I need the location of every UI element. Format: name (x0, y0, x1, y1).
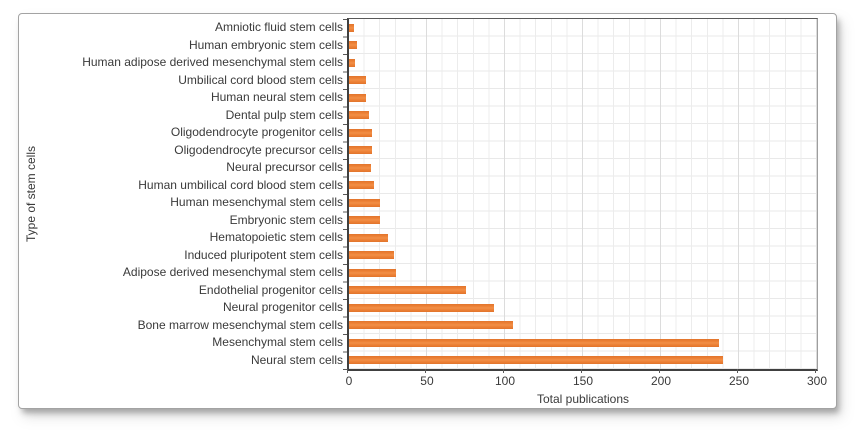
chart-card: Type of stem cells Amniotic fluid stem c… (18, 13, 837, 409)
bar (349, 303, 495, 312)
bar-row (349, 107, 817, 125)
category-label: Endothelial progenitor cells (198, 282, 343, 297)
bar-row (349, 37, 817, 55)
category-label: Neural progenitor cells (222, 300, 343, 314)
category-label: Dental pulp stem cells (225, 107, 343, 122)
bar-row (349, 142, 817, 160)
bar-row (349, 352, 817, 370)
x-tick-label: 50 (420, 374, 434, 388)
y-axis-title: Type of stem cells (24, 145, 38, 243)
category-label: Human umbilical cord blood stem cells (138, 177, 343, 192)
category-label: Human neural stem cells (210, 90, 343, 104)
bar (349, 111, 370, 120)
bar-row (349, 212, 817, 230)
category-label: Human mesenchymal stem cells (170, 195, 343, 209)
x-axis-tick-labels: 0 50 100 150 200 250 300 (345, 374, 827, 388)
bar-row (349, 317, 817, 335)
bar (349, 251, 395, 260)
x-tick-label: 100 (494, 374, 515, 388)
bar-row (349, 72, 817, 90)
y-axis-category-labels: Amniotic fluid stem cells Human embryonic… (49, 19, 343, 369)
category-label: Adipose derived mesenchymal stem cells (122, 265, 343, 279)
bar (349, 198, 381, 207)
bar-row (349, 282, 817, 300)
category-label: Induced pluripotent stem cells (184, 247, 343, 262)
bars-layer (349, 19, 817, 369)
bar (349, 233, 388, 242)
category-label: Neural stem cells (250, 352, 343, 367)
bar (349, 321, 513, 330)
bar-row (349, 89, 817, 107)
category-label: Bone marrow mesenchymal stem cells (137, 317, 343, 332)
x-tick-label: 200 (650, 374, 671, 388)
bar-row (349, 264, 817, 282)
bar (349, 356, 724, 365)
bar (349, 163, 371, 172)
bar-row (349, 124, 817, 142)
bar (349, 93, 367, 102)
category-label: Amniotic fluid stem cells (214, 20, 343, 34)
plot-area (343, 18, 818, 373)
bar (349, 128, 373, 137)
x-tick-label: 0 (345, 374, 353, 388)
bar (349, 216, 381, 225)
y-axis-tickmarks (343, 19, 347, 370)
category-label: Human embryonic stem cells (188, 37, 343, 52)
category-label: Embryonic stem cells (229, 212, 343, 227)
category-label: Oligodendrocyte progenitor cells (170, 125, 343, 139)
x-tick-label: 250 (728, 374, 750, 388)
bar (349, 286, 466, 295)
bar-row (349, 334, 817, 352)
x-axis-title: Total publications (536, 392, 630, 406)
bar-row (349, 177, 817, 195)
bar-row (349, 299, 817, 317)
bar (349, 146, 373, 155)
category-label: Hematopoietic stem cells (209, 230, 343, 244)
bar-row (349, 159, 817, 177)
bar (349, 23, 354, 32)
bar (349, 181, 374, 190)
bar (349, 76, 367, 85)
bar (349, 338, 719, 347)
bar (349, 58, 356, 67)
category-label: Oligodendrocyte precursor cells (174, 142, 343, 157)
x-tick-label: 300 (806, 374, 828, 388)
category-label: Mesenchymal stem cells (212, 335, 343, 349)
bar (349, 268, 396, 277)
bar-row (349, 229, 817, 247)
bar-row (349, 194, 817, 212)
bar (349, 41, 357, 50)
bar-row (349, 54, 817, 72)
category-label: Umbilical cord blood stem cells (178, 72, 343, 87)
x-tick-label: 150 (572, 374, 594, 388)
bar-row (349, 247, 817, 265)
category-label: Human adipose derived mesenchymal stem c… (82, 55, 343, 69)
x-axis-tickmarks (347, 369, 818, 373)
bar-row (349, 19, 817, 37)
category-label: Neural precursor cells (226, 160, 343, 174)
